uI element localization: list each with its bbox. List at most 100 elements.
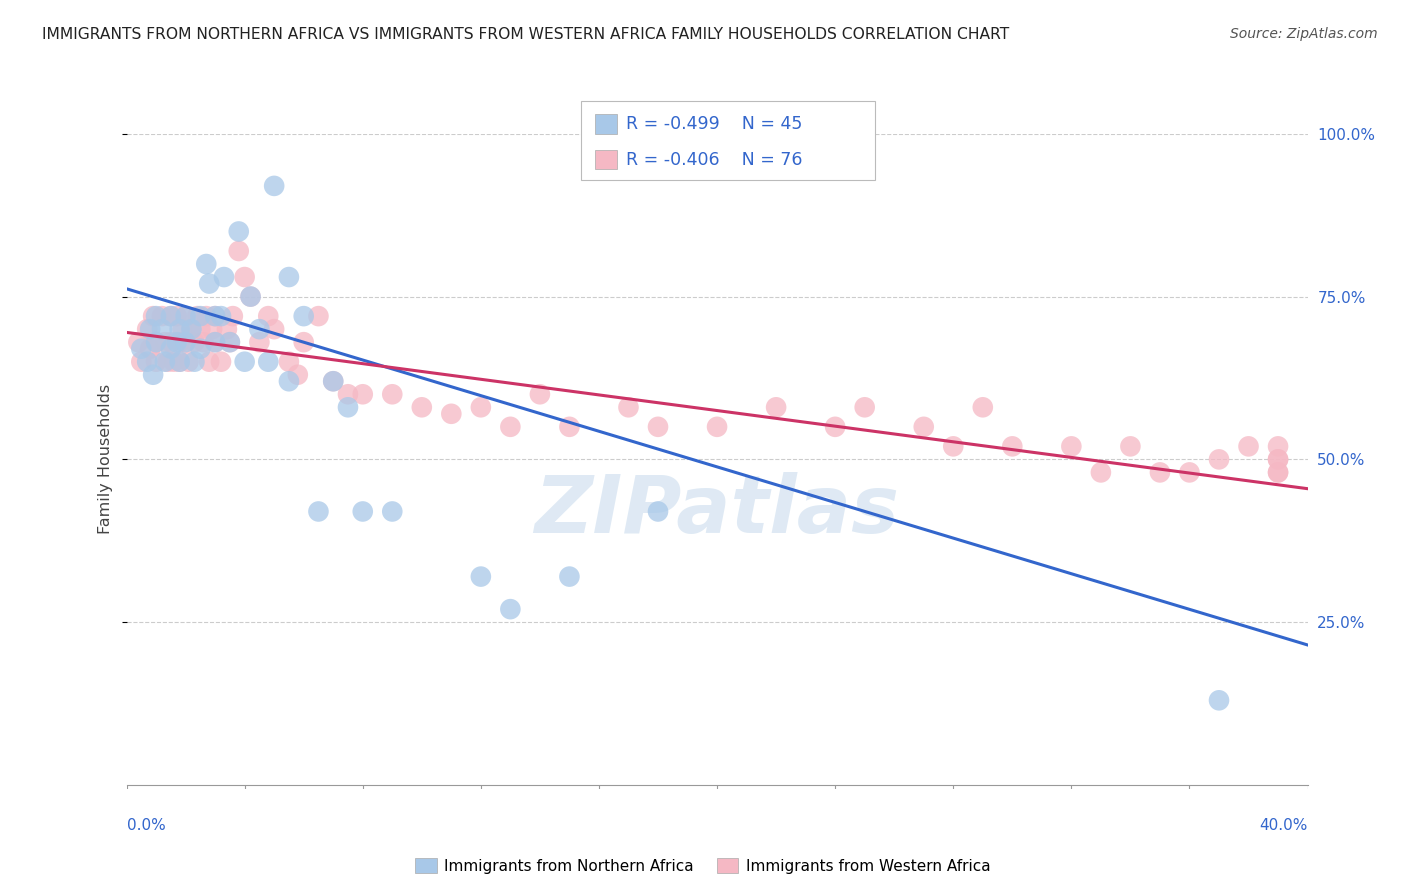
Point: [219, 335, 242, 350]
Point: [1208, 693, 1230, 707]
Point: [292, 309, 315, 323]
Point: [352, 504, 374, 518]
Point: [195, 257, 218, 271]
Point: [174, 309, 197, 323]
Point: [287, 368, 309, 382]
Point: [942, 439, 965, 453]
Point: [247, 322, 270, 336]
Point: [153, 355, 176, 369]
Text: 40.0%: 40.0%: [1260, 818, 1308, 832]
Point: [139, 342, 162, 356]
Point: [233, 355, 256, 369]
Point: [142, 309, 165, 323]
Point: [159, 309, 183, 323]
Point: [1090, 466, 1112, 480]
Point: [129, 342, 153, 356]
Point: [136, 355, 159, 369]
Text: ZIPatlas: ZIPatlas: [534, 473, 900, 550]
Point: [145, 335, 167, 350]
Legend: Immigrants from Northern Africa, Immigrants from Western Africa: Immigrants from Northern Africa, Immigra…: [409, 852, 997, 880]
Point: [470, 569, 492, 583]
Point: [263, 178, 285, 193]
Point: [169, 355, 191, 369]
Point: [188, 309, 211, 323]
Point: [558, 569, 581, 583]
Point: [706, 420, 728, 434]
Point: [198, 277, 221, 291]
Point: [411, 401, 433, 415]
Point: [195, 309, 218, 323]
Point: [174, 335, 197, 350]
Point: [159, 342, 183, 356]
Point: [142, 368, 165, 382]
Point: [470, 401, 492, 415]
Point: [204, 309, 226, 323]
Point: [201, 322, 224, 336]
Point: [278, 355, 301, 369]
Point: [150, 322, 173, 336]
Point: [1119, 439, 1142, 453]
Point: [174, 335, 197, 350]
Point: [222, 309, 245, 323]
Point: [247, 335, 270, 350]
Point: [183, 355, 205, 369]
Point: [322, 374, 344, 388]
Point: [233, 270, 256, 285]
Point: [169, 335, 191, 350]
Point: [1149, 466, 1171, 480]
Point: [278, 374, 301, 388]
Point: [337, 401, 360, 415]
Point: [204, 335, 226, 350]
Point: [163, 355, 186, 369]
Point: [193, 335, 215, 350]
Point: [337, 387, 360, 401]
Point: [381, 504, 404, 518]
Point: [209, 355, 232, 369]
Point: [159, 335, 183, 350]
Point: [1267, 466, 1289, 480]
Point: [765, 401, 787, 415]
Point: [166, 309, 188, 323]
Point: [174, 309, 197, 323]
Point: [292, 335, 315, 350]
Point: [127, 335, 149, 350]
Point: [1001, 439, 1024, 453]
Point: [322, 374, 344, 388]
Point: [352, 387, 374, 401]
Point: [215, 322, 238, 336]
Point: [529, 387, 551, 401]
Point: [159, 309, 183, 323]
Point: [169, 322, 191, 336]
Point: [307, 504, 329, 518]
Point: [136, 322, 159, 336]
Point: [239, 289, 262, 303]
Point: [239, 289, 262, 303]
Point: [381, 387, 404, 401]
Point: [145, 309, 167, 323]
Point: [180, 322, 202, 336]
Point: [1267, 452, 1289, 467]
Point: [188, 342, 211, 356]
Point: [257, 355, 280, 369]
Point: [204, 335, 226, 350]
Point: [129, 355, 153, 369]
Point: [647, 504, 669, 518]
Text: 0.0%: 0.0%: [127, 818, 166, 832]
Point: [166, 335, 188, 350]
Point: [204, 309, 226, 323]
Point: [647, 420, 669, 434]
Point: [228, 225, 250, 239]
Text: R = -0.499    N = 45: R = -0.499 N = 45: [626, 115, 801, 133]
Point: [188, 322, 211, 336]
Point: [145, 335, 167, 350]
Point: [499, 420, 522, 434]
Point: [1237, 439, 1260, 453]
Point: [150, 309, 173, 323]
Point: [180, 322, 202, 336]
Text: IMMIGRANTS FROM NORTHERN AFRICA VS IMMIGRANTS FROM WESTERN AFRICA FAMILY HOUSEHO: IMMIGRANTS FROM NORTHERN AFRICA VS IMMIG…: [42, 27, 1010, 42]
Point: [212, 270, 235, 285]
Point: [139, 322, 162, 336]
Point: [1178, 466, 1201, 480]
Point: [198, 355, 221, 369]
Point: [1267, 452, 1289, 467]
